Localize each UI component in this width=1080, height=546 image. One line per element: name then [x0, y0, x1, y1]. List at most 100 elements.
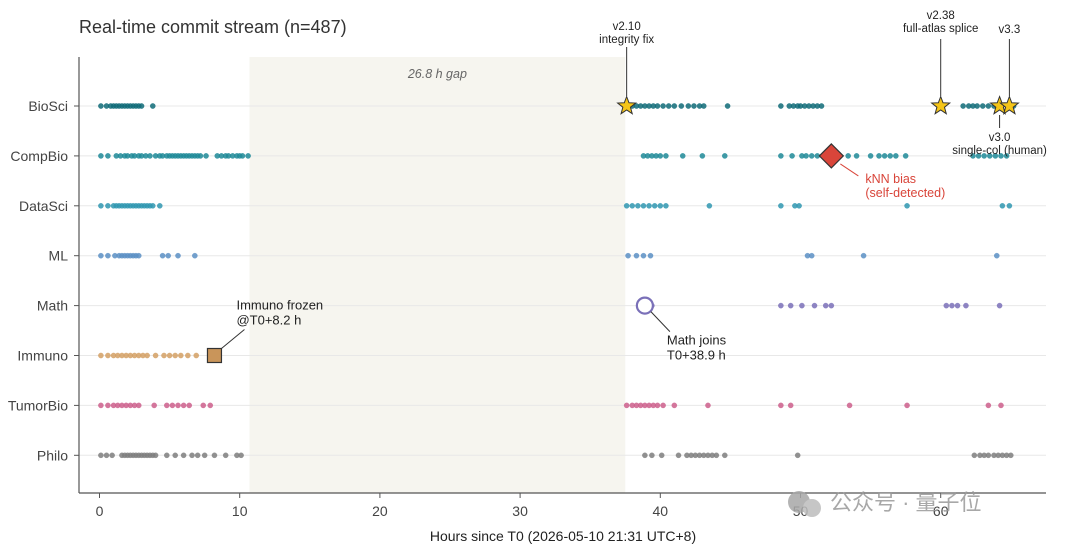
point-tumorbio — [105, 402, 111, 409]
point-ml — [159, 252, 166, 259]
point-compbio — [998, 153, 1004, 159]
point-datasci — [629, 203, 636, 209]
point-tumorbio — [998, 402, 1004, 409]
point-compbio — [663, 153, 669, 159]
annotation-v210-line-1: integrity fix — [599, 34, 654, 46]
point-philo — [985, 452, 992, 459]
gap-band — [249, 57, 626, 493]
markers-layer — [206, 95, 1020, 364]
annotation-v210-line-0: v2.10 — [613, 21, 641, 33]
point-datasci — [904, 203, 910, 209]
point-compbio — [239, 153, 246, 159]
y-tick-label-philo: Philo — [37, 447, 68, 463]
point-datasci — [623, 203, 630, 209]
leader-knn — [840, 163, 859, 177]
marker-star-v33 — [999, 95, 1020, 115]
point-compbio — [722, 153, 728, 159]
marker-star-v238 — [930, 95, 952, 115]
point-biosci — [974, 103, 980, 109]
point-compbio — [105, 153, 111, 159]
point-philo — [98, 452, 104, 459]
point-datasci — [640, 203, 647, 209]
point-datasci — [105, 203, 111, 209]
point-tumorbio — [654, 402, 661, 409]
point-tumorbio — [778, 402, 784, 409]
point-ml — [647, 252, 654, 259]
point-math — [828, 302, 835, 309]
point-datasci — [1006, 203, 1013, 209]
point-ml — [175, 252, 181, 259]
point-biosci — [671, 103, 678, 109]
leader-immuno — [221, 329, 245, 349]
annotation-v238-line-0: v2.38 — [927, 10, 955, 22]
marker-diamond-knn — [818, 143, 845, 169]
point-philo — [794, 452, 801, 459]
point-tumorbio — [705, 402, 711, 409]
x-tick-label-0: 0 — [96, 503, 104, 519]
point-math — [996, 302, 1003, 309]
point-compbio — [975, 153, 982, 159]
point-tumorbio — [180, 402, 187, 409]
watermark: 公众号 · 量子位 — [788, 490, 982, 517]
point-tumorbio — [846, 402, 853, 409]
marker-square-immuno-frozen — [206, 347, 223, 364]
point-compbio — [803, 153, 809, 159]
point-math — [943, 302, 950, 309]
point-immuno — [161, 352, 167, 359]
point-tumorbio — [985, 402, 992, 409]
point-ml — [105, 252, 111, 259]
annotation-math-line-1: T0+38.9 h — [667, 348, 726, 363]
point-compbio — [197, 153, 204, 159]
y-tick-label-math: Math — [37, 298, 68, 314]
point-compbio — [853, 153, 860, 159]
point-biosci — [778, 103, 784, 109]
point-ml — [192, 252, 198, 259]
point-biosci — [701, 103, 707, 109]
point-compbio — [893, 153, 899, 159]
annotation-v30-line-0: v3.0 — [989, 132, 1011, 144]
point-biosci — [654, 103, 661, 109]
point-ml — [640, 252, 647, 259]
point-compbio — [808, 153, 815, 159]
annotation-immuno-line-1: @T0+8.2 h — [236, 313, 301, 328]
wechat-icon-bubble — [803, 499, 821, 517]
point-datasci — [150, 203, 156, 209]
point-tumorbio — [200, 402, 206, 409]
point-immuno — [185, 352, 191, 359]
point-philo — [189, 452, 195, 459]
x-tick-label-40: 40 — [653, 503, 669, 519]
point-compbio — [887, 153, 893, 159]
points-layer — [98, 103, 1017, 459]
point-philo — [1008, 452, 1014, 459]
point-ml — [633, 252, 640, 259]
point-philo — [180, 452, 187, 459]
point-datasci — [663, 203, 669, 209]
point-philo — [152, 452, 159, 459]
point-tumorbio — [169, 402, 176, 409]
point-datasci — [651, 203, 658, 209]
point-compbio — [789, 153, 795, 159]
point-ml — [625, 252, 631, 259]
point-immuno — [193, 352, 199, 359]
point-compbio — [981, 153, 987, 159]
point-math — [787, 302, 794, 309]
point-biosci — [960, 103, 966, 109]
x-tick-label-60: 60 — [933, 503, 949, 519]
point-biosci — [685, 103, 692, 109]
point-biosci — [660, 103, 666, 109]
y-tick-label-immuno: Immuno — [17, 348, 68, 364]
point-tumorbio — [671, 402, 678, 409]
chart-title: Real-time commit stream (n=487) — [79, 17, 347, 37]
point-compbio — [881, 153, 888, 159]
point-philo — [642, 452, 648, 459]
point-biosci — [665, 103, 672, 109]
point-compbio — [970, 153, 976, 159]
point-immuno — [166, 352, 173, 359]
point-immuno — [178, 352, 184, 359]
point-datasci — [657, 203, 664, 209]
point-compbio — [203, 153, 209, 159]
point-datasci — [98, 203, 104, 209]
point-datasci — [635, 203, 641, 209]
point-biosci — [150, 103, 156, 109]
